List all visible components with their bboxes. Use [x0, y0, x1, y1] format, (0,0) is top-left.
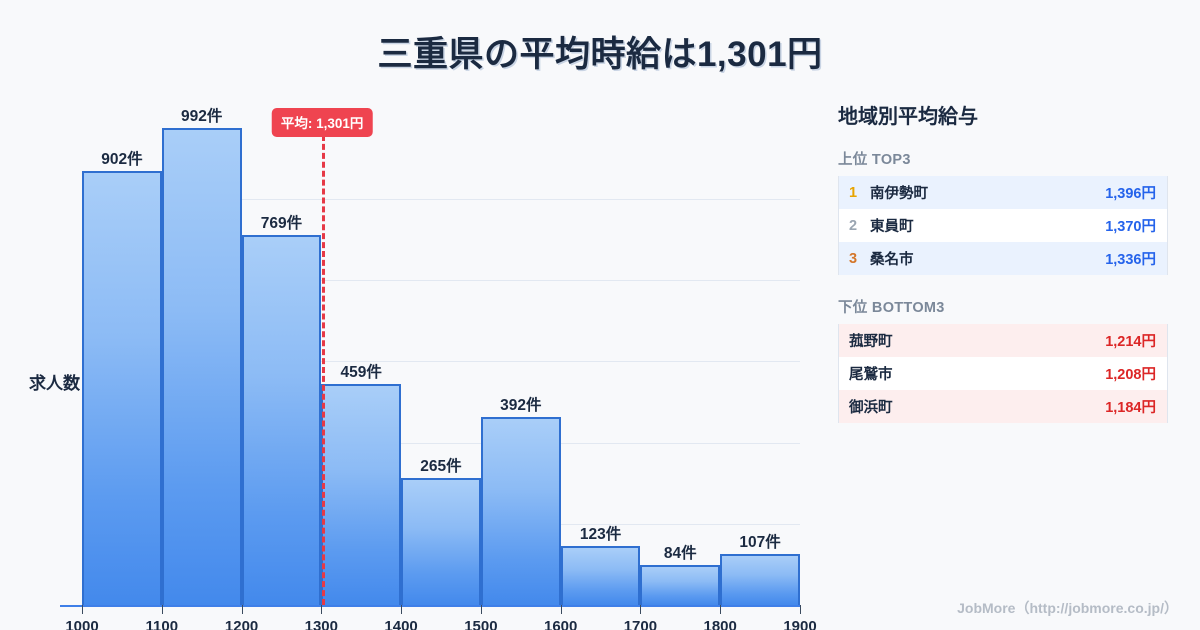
bar-value-label: 459件	[340, 364, 382, 382]
bar	[241, 235, 322, 605]
x-tick	[560, 605, 562, 614]
bar-value-label: 84件	[663, 544, 697, 562]
bar-value-label: 992件	[181, 107, 223, 125]
x-tick	[480, 605, 482, 614]
x-tick-label: 1300	[304, 618, 338, 630]
x-tick-label: 1200	[224, 618, 259, 630]
rank-number: 3	[849, 250, 858, 267]
x-tick	[321, 605, 323, 614]
bar-value-label: 265件	[420, 457, 462, 475]
x-axis-line	[60, 605, 800, 607]
gridline	[82, 280, 800, 282]
gridline	[82, 442, 800, 444]
bar	[401, 477, 481, 605]
x-tick	[161, 605, 163, 614]
table-row: 尾鷲市 1,208円	[839, 357, 1167, 390]
average-badge: 平均: 1,301円	[271, 108, 373, 137]
region-wage-value: 1,336円	[1105, 252, 1156, 268]
bar	[321, 384, 402, 605]
bar-value-label: 392件	[500, 396, 542, 414]
y-axis-title: 求人数	[29, 374, 80, 393]
bar	[720, 553, 800, 605]
rank-number: 2	[849, 217, 858, 234]
bar	[82, 171, 162, 605]
table-row: 御浜町 1,184円	[839, 390, 1167, 423]
table-row: 3 桑名市 1,336円	[839, 242, 1167, 275]
x-tick-label: 1500	[464, 618, 498, 630]
x-tick	[720, 605, 722, 614]
region-wage-value: 1,184円	[1105, 400, 1156, 416]
bar	[560, 545, 641, 605]
table-row: 1 南伊勢町 1,396円	[839, 176, 1167, 209]
bottom3-table: 菰野町 1,214円尾鷲市 1,208円御浜町 1,184円	[838, 324, 1168, 423]
region-wage-value: 1,396円	[1105, 186, 1156, 202]
region-name: 桑名市	[870, 252, 914, 268]
x-tick-label: 1700	[623, 618, 658, 630]
region-wage-value: 1,214円	[1105, 334, 1156, 350]
x-tick-label: 1600	[544, 618, 578, 630]
region-name: 東員町	[870, 219, 914, 235]
bar-value-label: 902件	[101, 151, 143, 169]
bar	[480, 416, 561, 605]
panel-title: 地域別平均給与	[838, 106, 978, 128]
gridline	[82, 361, 800, 363]
region-name: 菰野町	[849, 334, 893, 350]
bar-value-label: 769件	[260, 215, 303, 233]
bar	[161, 127, 242, 605]
bar-value-label: 123件	[579, 525, 622, 543]
top3-table: 1 南伊勢町 1,396円 2 東員町 1,370円 3 桑名市 1,336円	[838, 176, 1168, 275]
table-row: 菰野町 1,214円	[839, 324, 1167, 357]
regional-salary-panel: 地域別平均給与 上位 TOP3 1 南伊勢町 1,396円 2 東員町 1,370円 3 桑名…	[838, 100, 1168, 444]
bar-series: 902件 992件 769件 459件 265件 392件 123件 84件 107件	[82, 100, 800, 605]
bar-value-label: 107件	[739, 533, 781, 551]
x-tick	[241, 605, 243, 614]
bar	[640, 564, 721, 605]
x-tick-label: 1100	[145, 618, 179, 630]
x-tick-label: 1800	[703, 618, 737, 630]
x-tick-label: 1400	[384, 618, 418, 630]
rank-number: 1	[849, 184, 858, 201]
average-line	[322, 135, 326, 605]
x-tick	[82, 605, 83, 614]
x-tick	[800, 605, 801, 614]
gridline	[82, 199, 800, 201]
region-name: 尾鷲市	[849, 367, 893, 383]
x-tick-label: 1900	[783, 618, 817, 630]
region-name: 南伊勢町	[870, 186, 928, 202]
plot-area: 902件 992件 769件 459件 265件 392件 123件 84件 107件 平均: …	[60, 100, 817, 630]
x-tick	[401, 605, 403, 614]
region-name: 御浜町	[849, 400, 893, 416]
table-row: 2 東員町 1,370円	[839, 209, 1167, 242]
region-wage-value: 1,208円	[1105, 367, 1156, 383]
histogram-chart: 求人数 902件 992件 769件 459件 265件 392件 123件 84件 107件 …	[0, 92, 830, 630]
bottom3-section-label: 下位 BOTTOM3	[838, 300, 945, 316]
footer-credit: JobMore（http://jobmore.co.jp/）	[957, 600, 1178, 616]
top3-section-label: 上位 TOP3	[838, 152, 911, 168]
x-tick-label: 1000	[65, 618, 99, 630]
region-wage-value: 1,370円	[1105, 219, 1156, 235]
page-title: 三重県の平均時給は1,301円	[377, 35, 823, 74]
x-tick	[640, 605, 642, 614]
